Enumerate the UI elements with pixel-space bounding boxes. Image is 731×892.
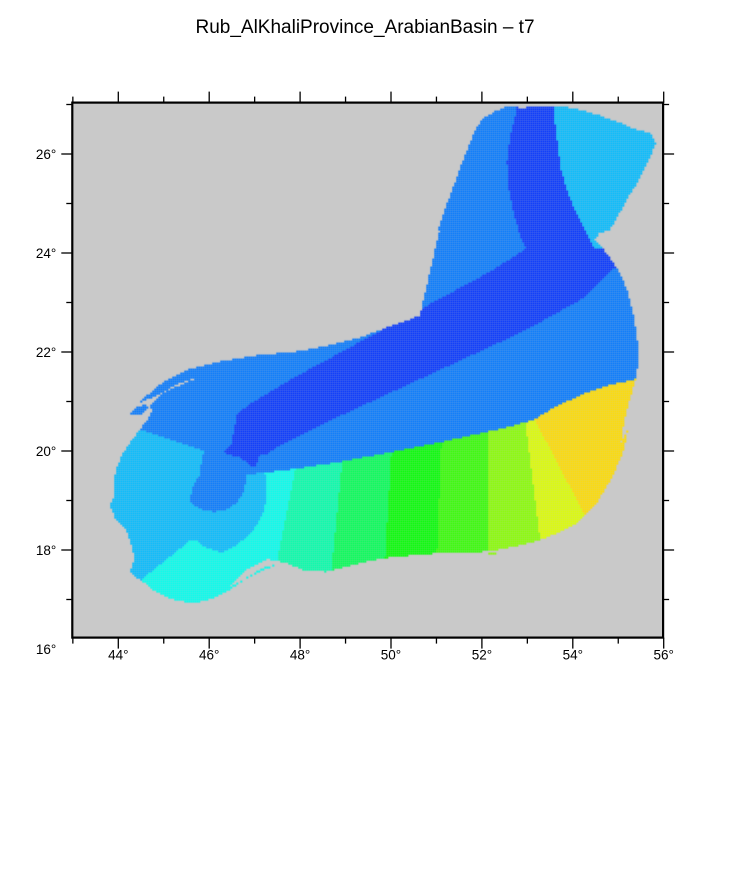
svg-text:44°: 44°: [108, 648, 128, 663]
svg-text:54°: 54°: [563, 648, 583, 663]
svg-text:24°: 24°: [36, 246, 56, 261]
svg-text:46°: 46°: [199, 648, 219, 663]
svg-text:52°: 52°: [472, 648, 492, 663]
svg-text:26°: 26°: [36, 147, 56, 162]
svg-text:22°: 22°: [36, 345, 56, 360]
svg-text:50°: 50°: [381, 648, 401, 663]
svg-text:56°: 56°: [653, 648, 673, 663]
svg-text:16°: 16°: [36, 642, 56, 657]
svg-text:Rub_AlKhaliProvince_ArabianBas: Rub_AlKhaliProvince_ArabianBasin – t7: [195, 17, 534, 38]
svg-text:48°: 48°: [290, 648, 310, 663]
svg-text:18°: 18°: [36, 543, 56, 558]
svg-text:20°: 20°: [36, 444, 56, 459]
